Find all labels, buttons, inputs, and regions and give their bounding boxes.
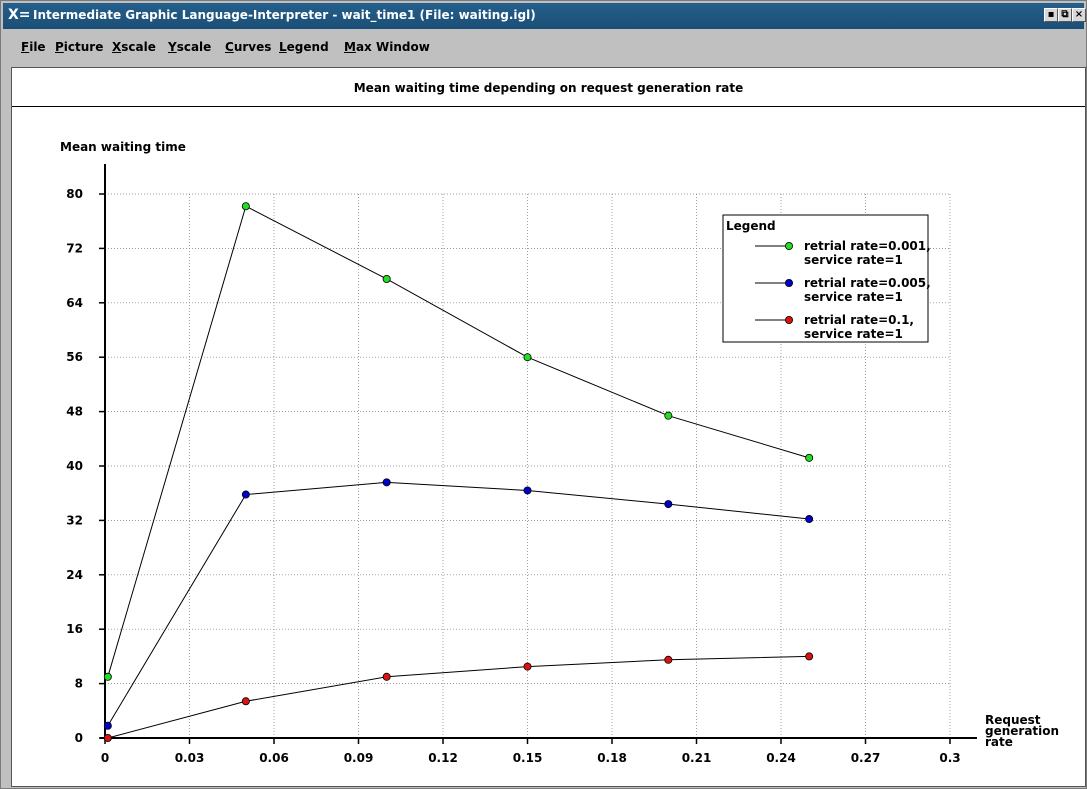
data-point [664,500,673,509]
legend-marker [785,315,794,324]
legend-box [722,214,929,343]
data-point [382,672,391,681]
legend-label: service rate=1 [804,290,903,304]
menu-curves[interactable]: Curves [225,40,272,54]
y-tick-label: 0 [75,731,83,745]
data-point [805,453,814,462]
data-point [523,662,532,671]
legend-label: retrial rate=0.005, [804,276,931,290]
menu-bar: File Picture Xscale Yscale Curves Legend… [3,31,1084,61]
x-tick-label: 0.15 [513,751,543,765]
x-tick-label: 0.09 [344,751,374,765]
minimize-icon[interactable]: ▪ [1044,8,1058,22]
data-point [523,486,532,495]
menu-xscale[interactable]: Xscale [112,40,156,54]
data-point [382,478,391,487]
legend-label: retrial rate=0.001, [804,239,931,253]
data-point [103,672,112,681]
menu-legend[interactable]: Legend [279,40,329,54]
line-chart: 0 0.03 0.06 0.09 0.12 0.15 0.18 0.21 0.24 0.27 0.3… [60,140,1059,765]
restore-icon[interactable]: ⧉ [1058,8,1072,22]
x-axis-label: Request [985,713,1041,727]
legend-marker [785,241,794,250]
close-icon[interactable]: × [1072,8,1086,22]
data-point [664,655,673,664]
x-tick-label: 0.12 [428,751,458,765]
legend-label: service rate=1 [804,327,903,341]
y-tick-label: 16 [66,622,83,636]
menu-max-window[interactable]: Max Window [344,40,430,54]
y-tick-label: 64 [66,296,83,310]
y-tick-label: 56 [66,350,83,364]
series-line [107,205,810,677]
x-logo-icon: X= [8,7,31,23]
y-tick-label: 48 [66,405,83,419]
x-axis-label: generation [985,724,1059,738]
data-point [103,721,112,730]
x-tick-label: 0.21 [682,751,712,765]
window-title: Intermediate Graphic Language-Interprete… [33,8,536,22]
data-point [241,697,250,706]
y-tick-label: 80 [66,187,83,201]
menu-file[interactable]: File [21,40,46,54]
data-point [805,652,814,661]
x-tick-label: 0.27 [851,751,881,765]
data-point [241,202,250,211]
legend-label: retrial rate=0.1, [804,313,914,327]
series-line [107,655,810,739]
chart-title-bar: Mean waiting time depending on request g… [12,68,1085,107]
x-tick-label: 0.3 [939,751,960,765]
plot-area: Mean waiting time depending on request g… [11,67,1086,787]
title-bar[interactable]: X= Intermediate Graphic Language-Interpr… [3,3,1086,29]
chart-title: Mean waiting time depending on request g… [353,81,744,95]
x-tick-label: 0.18 [597,751,627,765]
data-point [382,274,391,283]
y-axis-label: Mean waiting time [60,140,186,154]
x-tick-label: 0 [101,751,109,765]
menu-picture[interactable]: Picture [55,40,104,54]
data-point [805,515,814,524]
legend-title: Legend [726,219,776,233]
legend-marker [785,278,794,287]
series-line [107,481,810,727]
y-tick-label: 72 [66,241,83,255]
legend-label: service rate=1 [804,253,903,267]
y-tick-label: 40 [66,459,83,473]
x-axis-label: rate [985,735,1013,749]
x-tick-label: 0.06 [259,751,289,765]
data-point [241,490,250,499]
data-point [664,411,673,420]
y-tick-label: 8 [75,677,83,691]
y-tick-label: 32 [66,513,83,527]
menu-yscale[interactable]: Yscale [168,40,212,54]
y-tick-label: 24 [66,568,83,582]
x-tick-label: 0.03 [175,751,205,765]
data-point [103,734,112,743]
data-point [523,353,532,362]
x-tick-label: 0.24 [766,751,796,765]
